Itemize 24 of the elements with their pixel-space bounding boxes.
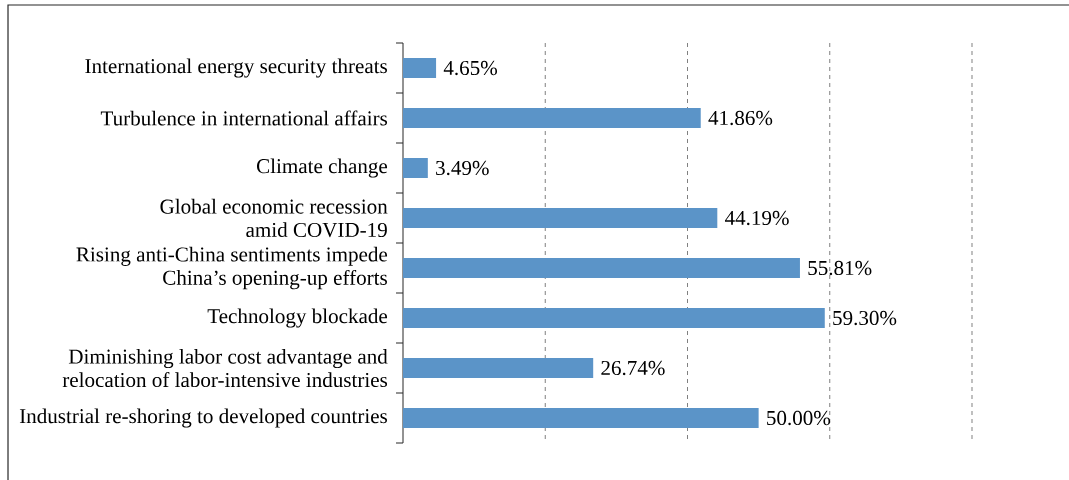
- bar: [403, 408, 759, 428]
- bar: [403, 208, 718, 228]
- y-tick-label: Technology blockade: [207, 308, 388, 328]
- data-label: 44.19%: [724, 210, 789, 226]
- bar: [403, 308, 825, 329]
- y-tick-label: Rising anti-China sentiments impede China’s opening-up efforts: [76, 246, 388, 290]
- data-label: 26.74%: [601, 360, 665, 376]
- data-label: 3.49%: [436, 160, 489, 176]
- bar: [403, 108, 701, 129]
- data-label: 41.86%: [708, 110, 773, 126]
- y-tick-label: Global economic recession amid COVID-19: [160, 198, 388, 238]
- bar: [403, 258, 800, 279]
- data-label: 59.30%: [833, 310, 897, 326]
- data-label: 55.81%: [808, 260, 872, 276]
- y-tick-label: Diminishing labor cost advantage and relocation of labor-intensive industries: [62, 348, 388, 388]
- bar: [403, 358, 594, 379]
- y-tick-label: International energy security threats: [85, 58, 387, 78]
- y-tick-label: Turbulence in international affairs: [100, 110, 388, 126]
- bar: [403, 158, 428, 179]
- data-label: 4.65%: [443, 60, 498, 76]
- y-tick-label: Industrial re-shoring to developed countries: [19, 408, 387, 428]
- data-label: 50.00%: [767, 410, 831, 426]
- bar: [403, 58, 437, 79]
- y-tick-label: Climate change: [256, 158, 388, 178]
